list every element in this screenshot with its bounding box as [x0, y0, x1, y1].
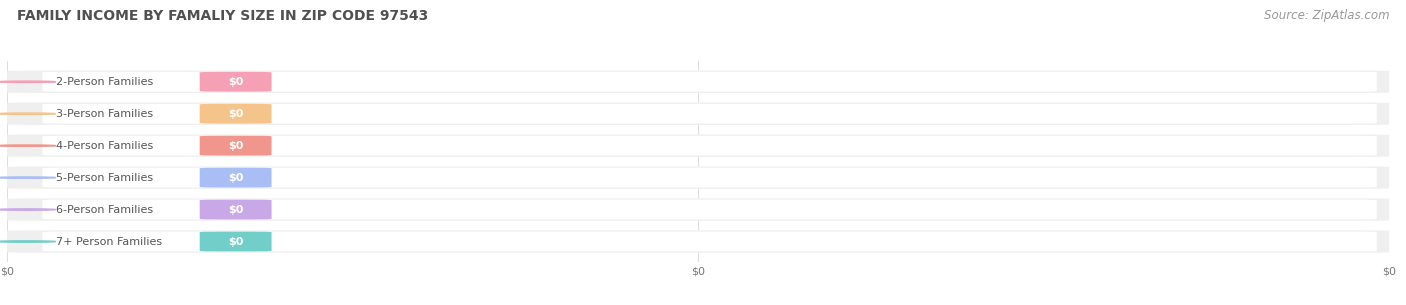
FancyBboxPatch shape — [200, 200, 271, 220]
Text: $0: $0 — [228, 205, 243, 215]
Text: $0: $0 — [228, 237, 243, 246]
Text: 7+ Person Families: 7+ Person Families — [56, 237, 162, 246]
FancyBboxPatch shape — [42, 168, 1376, 188]
FancyBboxPatch shape — [200, 72, 271, 92]
FancyBboxPatch shape — [200, 136, 271, 156]
Circle shape — [0, 113, 56, 114]
Text: Source: ZipAtlas.com: Source: ZipAtlas.com — [1264, 9, 1389, 22]
Circle shape — [0, 145, 56, 146]
Text: $0: $0 — [228, 141, 243, 151]
FancyBboxPatch shape — [200, 231, 271, 251]
Text: FAMILY INCOME BY FAMALIY SIZE IN ZIP CODE 97543: FAMILY INCOME BY FAMALIY SIZE IN ZIP COD… — [17, 9, 427, 23]
Circle shape — [0, 209, 56, 210]
FancyBboxPatch shape — [200, 104, 271, 124]
FancyBboxPatch shape — [200, 168, 271, 188]
Text: $0: $0 — [228, 77, 243, 87]
Text: $0: $0 — [228, 173, 243, 183]
Circle shape — [0, 81, 56, 82]
FancyBboxPatch shape — [7, 167, 1389, 189]
FancyBboxPatch shape — [7, 70, 1389, 93]
Text: 3-Person Families: 3-Person Families — [56, 109, 153, 119]
Text: 2-Person Families: 2-Person Families — [56, 77, 153, 87]
FancyBboxPatch shape — [42, 136, 1376, 156]
FancyBboxPatch shape — [42, 200, 1376, 220]
FancyBboxPatch shape — [42, 104, 1376, 124]
Text: 5-Person Families: 5-Person Families — [56, 173, 153, 183]
FancyBboxPatch shape — [7, 102, 1389, 125]
FancyBboxPatch shape — [42, 231, 1376, 251]
Text: 4-Person Families: 4-Person Families — [56, 141, 153, 151]
FancyBboxPatch shape — [7, 198, 1389, 221]
Text: 6-Person Families: 6-Person Families — [56, 205, 153, 215]
FancyBboxPatch shape — [7, 135, 1389, 157]
FancyBboxPatch shape — [7, 230, 1389, 253]
Text: $0: $0 — [228, 109, 243, 119]
Circle shape — [0, 241, 56, 242]
Circle shape — [0, 177, 56, 178]
FancyBboxPatch shape — [42, 72, 1376, 92]
